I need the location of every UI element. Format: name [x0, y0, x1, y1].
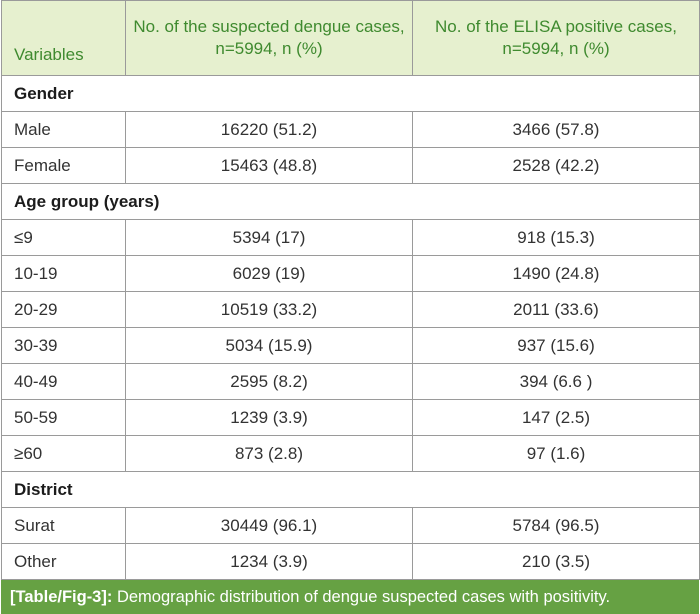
section-label-age-group: Age group (years): [1, 183, 700, 220]
elisa-value: 2528 (42.2): [412, 147, 700, 184]
table-row: Surat 30449 (96.1) 5784 (96.5): [1, 507, 700, 544]
row-label: ≥60: [1, 435, 126, 472]
row-label: 40-49: [1, 363, 126, 400]
header-variables: Variables: [1, 0, 126, 76]
table-row: Other 1234 (3.9) 210 (3.5): [1, 543, 700, 580]
demographic-table: Variables No. of the suspected dengue ca…: [1, 0, 700, 580]
suspected-value: 5394 (17): [125, 219, 413, 256]
table-row: 20-29 10519 (33.2) 2011 (33.6): [1, 291, 700, 328]
elisa-value: 3466 (57.8): [412, 111, 700, 148]
suspected-value: 15463 (48.8): [125, 147, 413, 184]
row-label: 10-19: [1, 255, 126, 292]
table-row: ≥60 873 (2.8) 97 (1.6): [1, 435, 700, 472]
elisa-value: 210 (3.5): [412, 543, 700, 580]
row-label: Surat: [1, 507, 126, 544]
table-row: 30-39 5034 (15.9) 937 (15.6): [1, 327, 700, 364]
elisa-value: 5784 (96.5): [412, 507, 700, 544]
table-caption: [Table/Fig-3]: Demographic distribution …: [1, 580, 699, 614]
elisa-value: 147 (2.5): [412, 399, 700, 436]
table-header: Variables No. of the suspected dengue ca…: [1, 0, 700, 76]
table-row: ≤9 5394 (17) 918 (15.3): [1, 219, 700, 256]
elisa-value: 918 (15.3): [412, 219, 700, 256]
table-row: 10-19 6029 (19) 1490 (24.8): [1, 255, 700, 292]
section-label-gender: Gender: [1, 75, 700, 112]
suspected-value: 1234 (3.9): [125, 543, 413, 580]
row-label: Female: [1, 147, 126, 184]
elisa-value: 394 (6.6 ): [412, 363, 700, 400]
elisa-value: 1490 (24.8): [412, 255, 700, 292]
suspected-value: 6029 (19): [125, 255, 413, 292]
row-label: 50-59: [1, 399, 126, 436]
table-row: Female 15463 (48.8) 2528 (42.2): [1, 147, 700, 184]
section-row-district: District: [1, 471, 700, 508]
row-label: 30-39: [1, 327, 126, 364]
header-elisa-positive: No. of the ELISA positive cases, n=5994,…: [412, 0, 700, 76]
suspected-value: 16220 (51.2): [125, 111, 413, 148]
table-body: Gender Male 16220 (51.2) 3466 (57.8) Fem…: [1, 75, 700, 580]
table-row: 40-49 2595 (8.2) 394 (6.6 ): [1, 363, 700, 400]
caption-text: Demographic distribution of dengue suspe…: [112, 588, 611, 606]
row-label: ≤9: [1, 219, 126, 256]
suspected-value: 873 (2.8): [125, 435, 413, 472]
table-row: Male 16220 (51.2) 3466 (57.8): [1, 111, 700, 148]
row-label: Male: [1, 111, 126, 148]
elisa-value: 97 (1.6): [412, 435, 700, 472]
table-row: 50-59 1239 (3.9) 147 (2.5): [1, 399, 700, 436]
row-label: 20-29: [1, 291, 126, 328]
row-label: Other: [1, 543, 126, 580]
suspected-value: 2595 (8.2): [125, 363, 413, 400]
caption-reference: [Table/Fig-3]:: [10, 588, 113, 606]
section-row-gender: Gender: [1, 75, 700, 112]
suspected-value: 1239 (3.9): [125, 399, 413, 436]
suspected-value: 30449 (96.1): [125, 507, 413, 544]
elisa-value: 2011 (33.6): [412, 291, 700, 328]
header-row: Variables No. of the suspected dengue ca…: [1, 0, 700, 76]
section-row-age-group: Age group (years): [1, 183, 700, 220]
suspected-value: 10519 (33.2): [125, 291, 413, 328]
elisa-value: 937 (15.6): [412, 327, 700, 364]
suspected-value: 5034 (15.9): [125, 327, 413, 364]
header-suspected-cases: No. of the suspected dengue cases, n=599…: [125, 0, 413, 76]
section-label-district: District: [1, 471, 700, 508]
